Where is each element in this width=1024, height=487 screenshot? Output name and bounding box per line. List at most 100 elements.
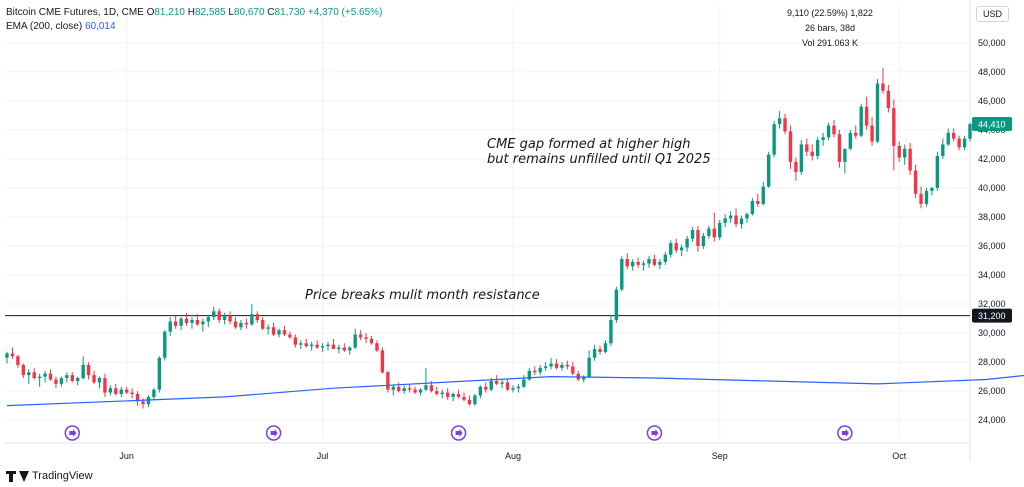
- candle: [788, 125, 793, 170]
- candle-body: [919, 193, 923, 204]
- candle: [636, 257, 640, 268]
- candle: [837, 129, 842, 168]
- candle-body: [429, 385, 434, 392]
- candle-body: [669, 243, 673, 255]
- candle: [941, 138, 945, 159]
- candle-body: [723, 218, 727, 223]
- currency-button[interactable]: USD: [976, 6, 1010, 22]
- candle: [930, 186, 934, 196]
- event-marker-arrow: [651, 429, 659, 437]
- candle: [582, 375, 586, 383]
- candle-body: [364, 337, 368, 339]
- candle-body: [92, 375, 96, 383]
- candle-body: [587, 357, 591, 377]
- candle: [560, 362, 564, 371]
- candle: [402, 385, 406, 395]
- candle-body: [103, 378, 107, 393]
- candle-body: [837, 134, 842, 162]
- candle: [364, 333, 368, 344]
- candle-body: [489, 380, 493, 390]
- low-value: 80,670: [233, 7, 265, 18]
- gap-annotation[interactable]: CME gap formed at higher high but remain…: [487, 137, 711, 167]
- candle-body: [65, 375, 69, 379]
- price-tick-label: 50,000: [978, 38, 1006, 48]
- candle: [669, 240, 673, 258]
- candle-body: [435, 391, 439, 395]
- candle-body: [315, 344, 319, 348]
- event-marker-icon[interactable]: [64, 425, 81, 441]
- candle-body: [788, 131, 793, 162]
- candle: [571, 362, 575, 376]
- candle: [130, 388, 134, 399]
- candle: [614, 286, 619, 323]
- candle-body: [413, 389, 417, 393]
- candle: [821, 132, 825, 146]
- candle: [854, 125, 858, 139]
- candle-body: [348, 347, 352, 351]
- price-tick-label: 30,000: [978, 328, 1006, 338]
- candle: [16, 354, 20, 368]
- candle-body: [843, 148, 847, 162]
- price-tick-label: 40,000: [978, 183, 1006, 193]
- candle-body: [625, 259, 629, 267]
- candle: [168, 317, 172, 336]
- candle-body: [70, 375, 74, 381]
- candle: [799, 140, 804, 175]
- candle: [494, 375, 499, 386]
- price-tick-label: 38,000: [978, 212, 1006, 222]
- event-marker-arrow: [841, 429, 849, 437]
- candle-body: [908, 148, 912, 171]
- candle-body: [462, 396, 466, 400]
- candle: [108, 385, 113, 396]
- time-axis[interactable]: JunJulAugSepOctNovDec2024Feb: [119, 451, 1024, 461]
- candle: [734, 208, 738, 228]
- event-marker-icon[interactable]: [265, 425, 282, 441]
- candle-body: [195, 320, 200, 325]
- candle-body: [261, 320, 265, 329]
- tradingview-branding[interactable]: TradingView: [6, 470, 93, 482]
- candle-body: [402, 388, 406, 392]
- price-tick-label: 34,000: [978, 270, 1006, 280]
- candle-body: [614, 289, 619, 321]
- time-tick-label: Sep: [712, 451, 728, 461]
- candle: [299, 340, 303, 350]
- candle: [886, 84, 891, 113]
- symbol-title[interactable]: Bitcoin CME Futures, 1D, CME: [6, 7, 144, 18]
- event-marker-icon[interactable]: [450, 425, 467, 441]
- candle: [222, 312, 227, 325]
- candle: [27, 369, 31, 384]
- resistance-annotation[interactable]: Price breaks mulit month resistance: [305, 288, 540, 303]
- candle: [424, 367, 428, 392]
- candle-body: [369, 338, 374, 344]
- candle-body: [701, 235, 706, 247]
- ema-row[interactable]: EMA (200, close) 60,014: [6, 20, 382, 34]
- candle-body: [941, 144, 945, 157]
- candle-body: [244, 322, 249, 325]
- gap-annotation-line2: but remains unfilled until Q1 2025: [487, 152, 711, 167]
- candle: [728, 211, 733, 223]
- candle: [397, 382, 401, 393]
- price-axis[interactable]: 24,000 26,000 28,000 30,000 32,000 34,000 36,0…: [972, 38, 1012, 425]
- event-marker-arrow: [69, 429, 77, 437]
- candle: [337, 344, 341, 354]
- event-marker-icon[interactable]: [646, 425, 663, 441]
- candle-body: [228, 315, 232, 322]
- candle: [21, 363, 26, 379]
- price-tick-label: 28,000: [978, 357, 1006, 367]
- candle: [767, 151, 771, 188]
- candle-body: [859, 106, 863, 136]
- gap-annotation-line1: CME gap formed at higher high: [487, 137, 691, 152]
- measure-bars: 26 bars, 38d: [804, 23, 856, 33]
- candle: [413, 386, 417, 395]
- candle-body: [467, 399, 472, 405]
- candle: [244, 318, 249, 329]
- candle-body: [538, 367, 542, 373]
- candle: [146, 395, 151, 408]
- candle-body: [527, 370, 531, 380]
- candle: [391, 385, 395, 396]
- ohlc-row: Bitcoin CME Futures, 1D, CME O81,210 H82…: [6, 6, 382, 20]
- candle: [43, 370, 47, 383]
- event-marker-icon[interactable]: [837, 425, 853, 441]
- candle: [968, 122, 972, 142]
- candle: [331, 338, 336, 350]
